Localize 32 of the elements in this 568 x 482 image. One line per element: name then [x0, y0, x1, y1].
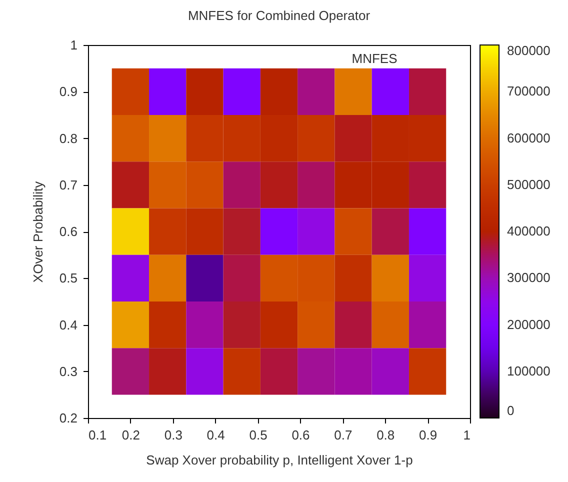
chart-title: MNFES for Combined Operator	[188, 8, 371, 23]
color-bar-label: 400000	[507, 224, 550, 238]
x-tick-label: 0.8	[376, 428, 395, 442]
y-tick-label: 1	[70, 38, 78, 52]
x-tick-label: 0.6	[292, 428, 310, 442]
x-tick-label: 0.5	[249, 428, 268, 442]
x-tick-label: 1	[463, 428, 470, 442]
color-bar-label: 800000	[507, 43, 550, 58]
color-bar-label: 200000	[507, 316, 550, 332]
y-tick-label: 0.3	[59, 364, 78, 379]
y-tick-label: 0.9	[59, 84, 78, 100]
y-tick-label: 0.7	[59, 177, 78, 192]
y-tick-label: 0.4	[59, 317, 78, 332]
x-tick-label: 0.3	[164, 428, 182, 442]
color-bar-label: 100000	[507, 363, 550, 378]
y-tick-label: 0.8	[59, 130, 78, 146]
color-bar-label: 700000	[507, 84, 550, 99]
color-bar-label: 500000	[507, 176, 550, 192]
x-tick-label: 0.1	[88, 428, 107, 442]
annotation: MNFES	[352, 51, 398, 66]
y-tick-label: 0.6	[59, 224, 78, 239]
x-axis-title: Swap Xover probability p, Intelligent Xover 1-p	[146, 452, 413, 468]
y-tick-label: 0.5	[59, 270, 78, 286]
x-tick-label: 0.4	[206, 428, 225, 442]
y-axis-title: XOver Probability	[30, 180, 46, 283]
color-bar-label: 600000	[507, 130, 550, 146]
x-tick-label: 0.9	[419, 428, 438, 442]
y-tick-label: 0.2	[59, 410, 78, 426]
color-bar-label: 300000	[507, 270, 550, 286]
color-bar-label: 0	[507, 403, 514, 418]
x-tick-label: 0.7	[334, 428, 352, 442]
x-tick-label: 0.2	[122, 428, 140, 442]
